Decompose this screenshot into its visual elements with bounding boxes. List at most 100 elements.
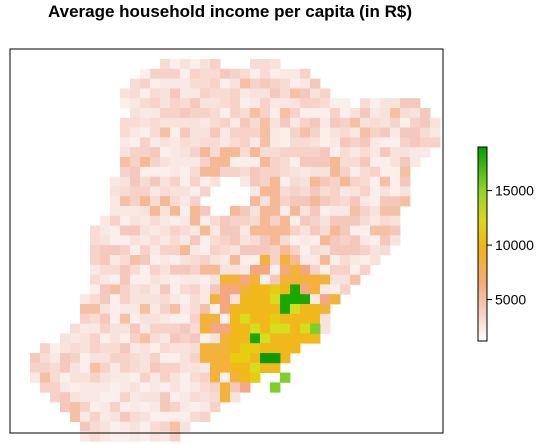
map-cell [320,215,331,226]
map-cell [380,127,391,138]
map-cell [340,274,351,285]
map-cell [230,157,241,168]
map-cell [350,108,361,119]
map-cell [210,323,221,334]
map-cell [250,313,261,324]
map-cell [380,147,391,158]
map-cell [110,402,121,413]
map-cell [160,274,171,285]
map-cell [120,372,131,383]
map-cell [330,186,341,197]
map-cell [430,127,441,138]
map-cell [180,127,191,138]
map-cell [320,323,331,334]
map-cell [310,88,321,99]
map-cell [260,206,271,217]
map-cell [190,137,201,148]
map-cell [280,245,291,256]
map-cell [260,98,271,109]
map-cell [170,98,181,109]
map-cell [240,78,251,89]
map-cell [130,186,141,197]
map-cell [310,147,321,158]
map-cell [390,127,401,138]
map-cell [370,117,381,128]
map-cell [130,411,141,422]
map-cell [130,127,141,138]
map-cell [120,421,131,432]
map-cell [100,362,111,373]
map-cell [230,343,241,354]
map-cell [240,215,251,226]
map-cell [200,264,211,275]
map-cell [80,313,91,324]
map-cell [160,108,171,119]
map-cell [300,166,311,177]
map-cell [170,186,181,197]
map-cell [100,245,111,256]
map-cell [80,392,91,403]
map-cell [310,323,321,334]
map-cell [240,264,251,275]
map-cell [110,353,121,364]
map-cell [270,313,281,324]
map-cell [120,313,131,324]
map-cell [120,431,131,442]
map-cell [230,78,241,89]
map-cell [140,186,151,197]
map-cell [190,313,201,324]
map-cell [250,245,261,256]
map-cell [320,304,331,315]
map-cell [210,137,221,148]
map-cell [320,284,331,295]
map-cell [270,343,281,354]
map-cell [110,284,121,295]
map-cell [170,402,181,413]
map-cell [270,98,281,109]
map-cell [140,68,151,79]
map-cell [200,313,211,324]
map-cell [60,353,71,364]
map-cell [300,323,311,334]
map-cell [280,333,291,344]
map-cell [110,176,121,187]
map-cell [120,127,131,138]
map-cell [120,323,131,334]
map-cell [310,274,321,285]
map-cell [40,343,51,354]
map-cell [260,225,271,236]
map-cell [150,235,161,246]
map-cell [150,255,161,266]
map-cell [280,274,291,285]
map-cell [150,392,161,403]
map-cell [150,157,161,168]
map-cell [200,402,211,413]
map-cell [200,147,211,158]
map-cell [270,245,281,256]
map-cell [160,333,171,344]
map-cell [170,176,181,187]
map-cell [260,313,271,324]
map-cell [170,127,181,138]
map-cell [340,264,351,275]
map-cell [230,382,241,393]
map-cell [390,186,401,197]
map-cell [100,333,111,344]
map-cell [200,353,211,364]
map-cell [320,147,331,158]
map-cell [190,78,201,89]
map-cell [170,353,181,364]
map-cell [140,245,151,256]
map-cell [110,215,121,226]
map-cell [220,274,231,285]
map-cell [330,137,341,148]
map-cell [190,225,201,236]
map-cell [260,78,271,89]
map-cell [90,225,101,236]
map-cell [340,166,351,177]
map-cell [390,206,401,217]
map-cell [220,225,231,236]
map-cell [260,353,271,364]
map-cell [380,157,391,168]
map-cell [130,343,141,354]
